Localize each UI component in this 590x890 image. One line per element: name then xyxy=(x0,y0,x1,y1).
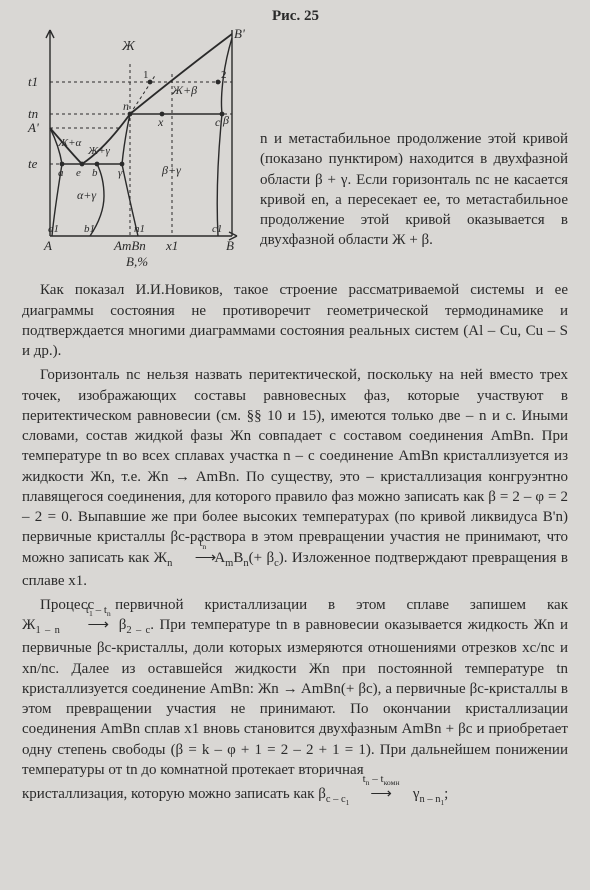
caption-side-paragraph: n и метастабильное продолжение этой крив… xyxy=(248,24,568,251)
pt-n1: n1 xyxy=(134,223,145,235)
pt-c: c xyxy=(215,115,221,129)
ytick-Ap: A' xyxy=(27,120,39,135)
region-beta-gamma: β+γ xyxy=(161,163,181,177)
pt-e: e xyxy=(76,167,81,179)
paragraph-primary-crystallization: Процесс первичной кристаллизации в этом … xyxy=(22,595,568,780)
ytick-te: te xyxy=(28,156,38,171)
paragraph-secondary-crystallization: кристаллизация, которую можно записать к… xyxy=(22,784,568,808)
reaction-secondary: βc – c1 tn – tкомн ⟶ γn – n1; xyxy=(318,786,448,802)
pt-x: x xyxy=(157,115,164,129)
region-zh-beta: Ж+β xyxy=(171,83,197,97)
point-Bprime: B' xyxy=(234,26,245,41)
pt-b1: b1 xyxy=(84,223,95,235)
axis-A: A xyxy=(43,238,52,253)
axis-AmBn: AmBn xyxy=(113,238,146,253)
axis-B: B xyxy=(226,238,234,253)
p2a-text: Горизонталь nc нельзя назвать перитектич… xyxy=(22,367,568,565)
pt-b: b xyxy=(92,167,98,179)
axis-Bpct: B,% xyxy=(126,254,148,269)
p3c-text: кристаллизация, которую можно записать к… xyxy=(22,786,314,802)
region-zh: Ж xyxy=(121,39,136,54)
region-alpha-gamma: α+γ xyxy=(77,188,96,202)
ytick-tn: tn xyxy=(28,106,38,121)
pt-a: a xyxy=(58,167,64,179)
phase-diagram: t1 tn A' te xyxy=(22,24,248,280)
figure-label: Рис. 25 xyxy=(272,6,319,26)
pt-c1: c1 xyxy=(212,223,222,235)
p3a-text: Процесс первичной кристаллизации в этом … xyxy=(40,597,568,613)
pt-n: n xyxy=(123,99,129,113)
p3b-text: При температуре tn в равновесии оказывае… xyxy=(22,617,568,778)
region-zh-gamma: Ж+γ xyxy=(87,145,110,157)
paragraph-novikov: Как показал И.И.Новиков, такое строение … xyxy=(22,280,568,361)
region-beta: β xyxy=(222,113,229,127)
pt-g: γ xyxy=(118,167,123,179)
ytick-t1: t1 xyxy=(28,74,38,89)
paragraph-nc-description: Горизонталь nc нельзя назвать перитектич… xyxy=(22,365,568,591)
pt-a1: a1 xyxy=(48,223,59,235)
reaction-primary: Ж1 – n t1 – tn ⟶ β2 – c. xyxy=(22,617,159,633)
reaction-zhn-ambn: Жn tn ⟶ AmBn(+ βc). xyxy=(154,550,292,566)
axis-x1: x1 xyxy=(165,238,178,253)
pt-1: 1 xyxy=(143,69,149,81)
pt-2: 2 xyxy=(221,69,227,81)
region-zh-alpha: Ж+α xyxy=(57,137,81,149)
